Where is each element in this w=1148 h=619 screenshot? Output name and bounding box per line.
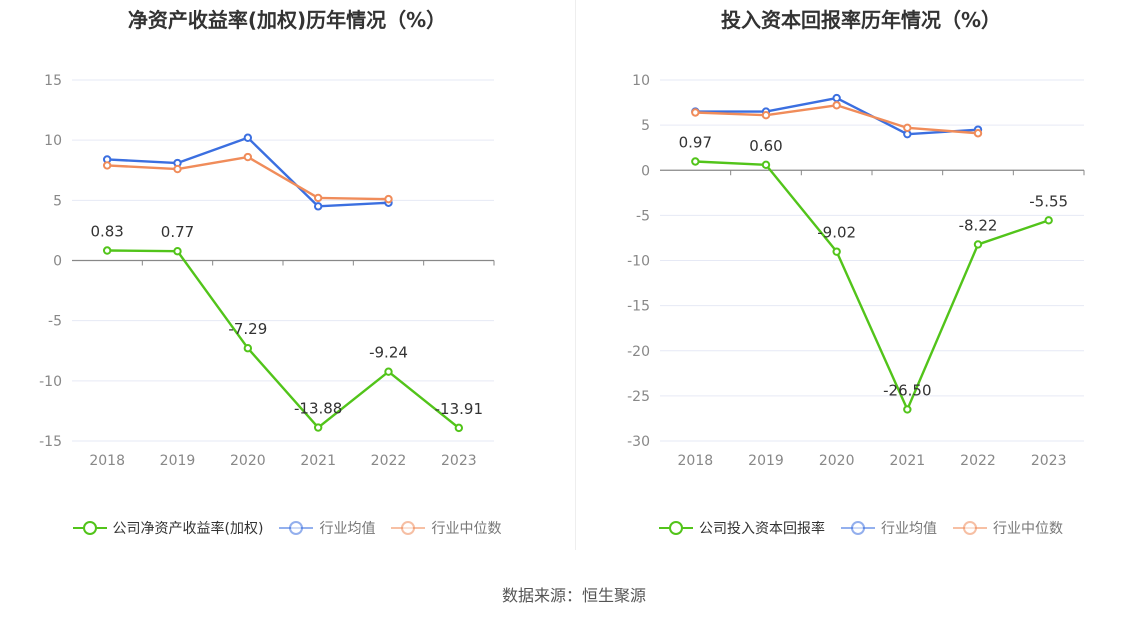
data-point[interactable] [243,152,253,162]
legend-item[interactable]: 公司净资产收益率(加权) [72,518,264,538]
data-point[interactable] [691,157,700,166]
legend-swatch-icon [953,521,987,535]
y-tick-label: -25 [627,389,650,405]
data-point[interactable] [973,129,983,138]
legend-label: 公司净资产收益率(加权) [112,521,264,537]
x-tick-label: 2018 [89,453,125,469]
data-label: 0.60 [749,137,782,155]
panel-divider [575,0,576,550]
y-tick-label: 10 [44,133,62,149]
legend-item[interactable]: 行业中位数 [391,518,501,538]
data-point[interactable] [832,93,841,103]
y-tick-label: 0 [53,254,62,270]
data-point[interactable] [313,193,323,203]
data-label: -7.29 [228,320,267,338]
x-tick-label: 2022 [960,453,996,469]
legend-label: 行业均值 [319,521,376,537]
y-tick-label: -15 [39,434,62,450]
data-label: -9.24 [369,344,408,362]
series-line [695,160,1050,411]
data-point[interactable] [761,160,771,170]
x-tick-label: 2021 [300,453,336,469]
data-point[interactable] [691,108,700,117]
legend-item[interactable]: 行业均值 [841,518,937,538]
data-point[interactable] [102,161,112,170]
series-line [107,155,389,201]
data-point[interactable] [1044,216,1053,225]
data-label: 0.77 [161,223,194,241]
y-tick-label: -30 [627,434,650,450]
y-tick-label: -15 [627,299,650,315]
data-point[interactable] [102,246,112,255]
y-tick-label: -5 [636,208,650,224]
roic-chart-legend: 公司投入资本回报率 行业均值 行业中位数 [574,518,1148,538]
roic-chart-plot: 10 5 0 -5 -10 -15 -20 -25 -30 2018 2019 2020 2021 202… [627,73,1085,469]
data-label: -5.55 [1029,192,1068,210]
legend-label: 行业均值 [881,521,937,537]
data-point[interactable] [832,247,841,256]
data-label: 0.97 [679,133,712,151]
x-tick-label: 2023 [441,453,477,469]
data-point[interactable] [313,202,323,211]
data-point[interactable] [454,423,464,433]
y-tick-label: 0 [641,163,650,179]
y-tick-label: -5 [48,314,62,330]
roe-chart-plot: 15 10 5 0 -5 -10 -15 2018 2019 2020 2021 2022 2023 0.… [39,73,495,469]
legend-label: 公司投入资本回报率 [699,521,825,537]
data-source-note: 数据来源：恒生聚源 [501,586,646,605]
x-tick-label: 2021 [890,453,926,469]
legend-item[interactable]: 公司投入资本回报率 [659,518,825,538]
series-line [107,136,389,208]
legend-label: 行业中位数 [431,521,502,537]
legend-swatch-icon [841,521,875,535]
legend-swatch-icon [659,521,693,535]
data-label: -26.50 [883,381,931,399]
roic-chart-panel: 投入资本回报率历年情况（%） 10 5 0 -5 -10 -15 -20 -25 -30 2018… [574,0,1148,560]
roe-chart-panel: 净资产收益率(加权)历年情况（%） 15 10 5 0 -5 -10 -15 2018 2019… [0,0,574,560]
data-point[interactable] [243,344,253,353]
data-point[interactable] [173,247,182,256]
data-point[interactable] [243,133,253,142]
data-point[interactable] [903,123,912,133]
x-tick-label: 2020 [819,453,855,469]
chart-title: 投入资本回报率历年情况（%） [720,8,1002,32]
x-tick-label: 2020 [230,453,266,469]
legend-swatch-icon [72,521,107,535]
y-tick-label: 5 [53,193,62,209]
legend-item[interactable]: 行业均值 [279,518,375,538]
chart-title: 净资产收益率(加权)历年情况（%） [127,8,447,32]
data-label: -9.02 [817,224,856,242]
data-point[interactable] [313,423,323,432]
data-point[interactable] [903,405,912,414]
data-point[interactable] [173,164,182,174]
legend-item[interactable]: 行业中位数 [953,518,1063,538]
y-tick-label: -10 [39,374,62,390]
y-tick-label: 10 [632,73,650,89]
legend-swatch-icon [279,521,314,535]
roe-chart-legend: 公司净资产收益率(加权) 行业均值 行业中位数 [0,518,574,538]
data-label: -13.88 [294,400,342,418]
x-tick-label: 2018 [678,453,714,469]
data-label: -13.91 [435,400,483,418]
y-tick-label: 15 [44,73,62,89]
legend-swatch-icon [391,521,426,535]
data-point[interactable] [384,194,393,204]
y-tick-label: 5 [641,118,650,134]
x-tick-label: 2023 [1031,453,1067,469]
series-line [107,249,460,429]
y-tick-label: -10 [627,254,650,270]
data-point[interactable] [832,101,841,110]
x-tick-label: 2019 [160,453,196,469]
y-tick-label: -20 [627,344,650,360]
data-point[interactable] [384,367,393,376]
x-tick-label: 2022 [371,453,407,469]
x-tick-label: 2019 [748,453,784,469]
data-label: -8.22 [959,216,998,234]
data-point[interactable] [761,110,771,120]
legend-label: 行业中位数 [993,521,1063,537]
data-label: 0.83 [90,223,123,241]
data-point[interactable] [973,240,983,249]
